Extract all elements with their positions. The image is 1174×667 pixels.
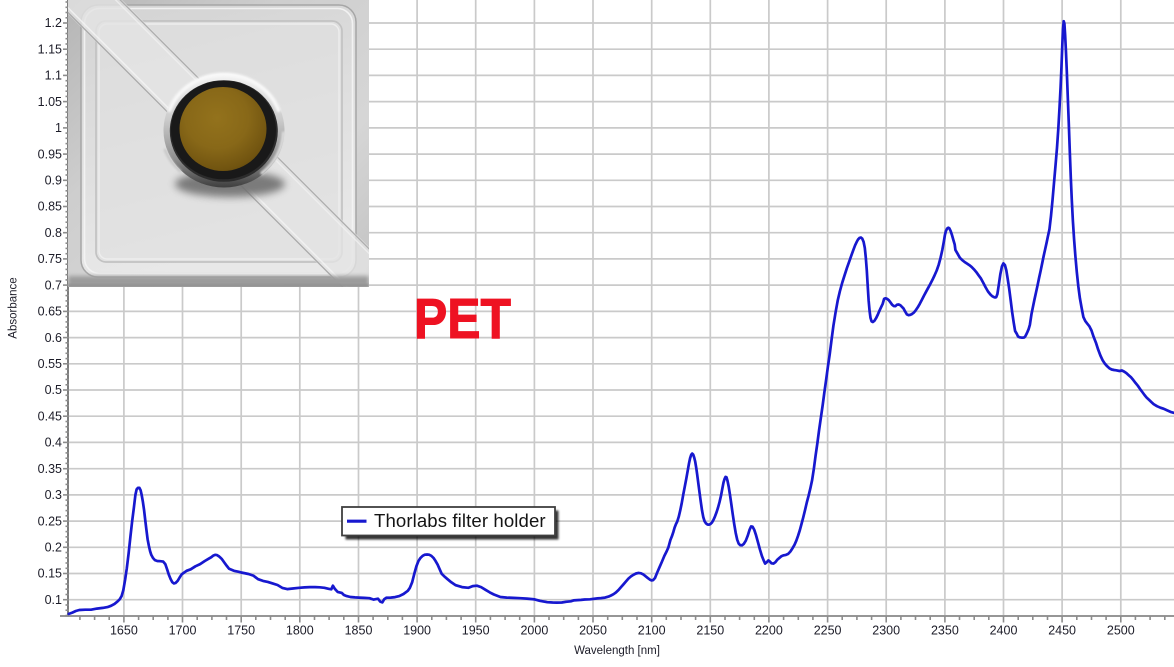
svg-text:1850: 1850 (345, 624, 373, 638)
svg-text:1900: 1900 (403, 624, 431, 638)
svg-text:2500: 2500 (1107, 624, 1135, 638)
svg-text:1.05: 1.05 (38, 95, 62, 109)
svg-text:0.7: 0.7 (45, 278, 62, 292)
svg-text:Thorlabs filter holder: Thorlabs filter holder (374, 510, 546, 531)
svg-text:1650: 1650 (110, 624, 138, 638)
svg-text:Wavelength [nm]: Wavelength [nm] (574, 645, 660, 657)
svg-text:1.1: 1.1 (45, 69, 62, 83)
svg-text:0.55: 0.55 (38, 357, 62, 371)
svg-text:1750: 1750 (227, 624, 255, 638)
svg-text:PET: PET (414, 287, 511, 351)
svg-text:0.2: 0.2 (45, 541, 62, 555)
svg-text:2350: 2350 (931, 624, 959, 638)
svg-text:1.2: 1.2 (45, 16, 62, 30)
svg-text:0.75: 0.75 (38, 252, 62, 266)
svg-text:1.15: 1.15 (38, 42, 62, 56)
svg-text:2250: 2250 (814, 624, 842, 638)
svg-text:2050: 2050 (579, 624, 607, 638)
svg-text:0.25: 0.25 (38, 514, 62, 528)
svg-text:0.8: 0.8 (45, 226, 62, 240)
svg-text:0.45: 0.45 (38, 409, 62, 423)
svg-text:2100: 2100 (638, 624, 666, 638)
svg-text:0.4: 0.4 (45, 436, 62, 450)
svg-text:0.15: 0.15 (38, 567, 62, 581)
svg-text:1950: 1950 (462, 624, 490, 638)
svg-text:2400: 2400 (990, 624, 1018, 638)
svg-text:2000: 2000 (520, 624, 548, 638)
svg-text:0.5: 0.5 (45, 383, 62, 397)
svg-text:2200: 2200 (755, 624, 783, 638)
svg-text:0.95: 0.95 (38, 147, 62, 161)
svg-text:0.35: 0.35 (38, 462, 62, 476)
svg-text:2150: 2150 (696, 624, 724, 638)
svg-text:1: 1 (55, 121, 62, 135)
svg-text:0.3: 0.3 (45, 488, 62, 502)
svg-text:1700: 1700 (169, 624, 197, 638)
svg-text:2300: 2300 (872, 624, 900, 638)
svg-text:Absorbance: Absorbance (8, 277, 20, 338)
svg-text:1800: 1800 (286, 624, 314, 638)
svg-text:0.9: 0.9 (45, 174, 62, 188)
svg-text:0.6: 0.6 (45, 331, 62, 345)
svg-text:0.65: 0.65 (38, 305, 62, 319)
svg-text:0.1: 0.1 (45, 593, 62, 607)
svg-text:2450: 2450 (1048, 624, 1076, 638)
svg-text:0.85: 0.85 (38, 200, 62, 214)
